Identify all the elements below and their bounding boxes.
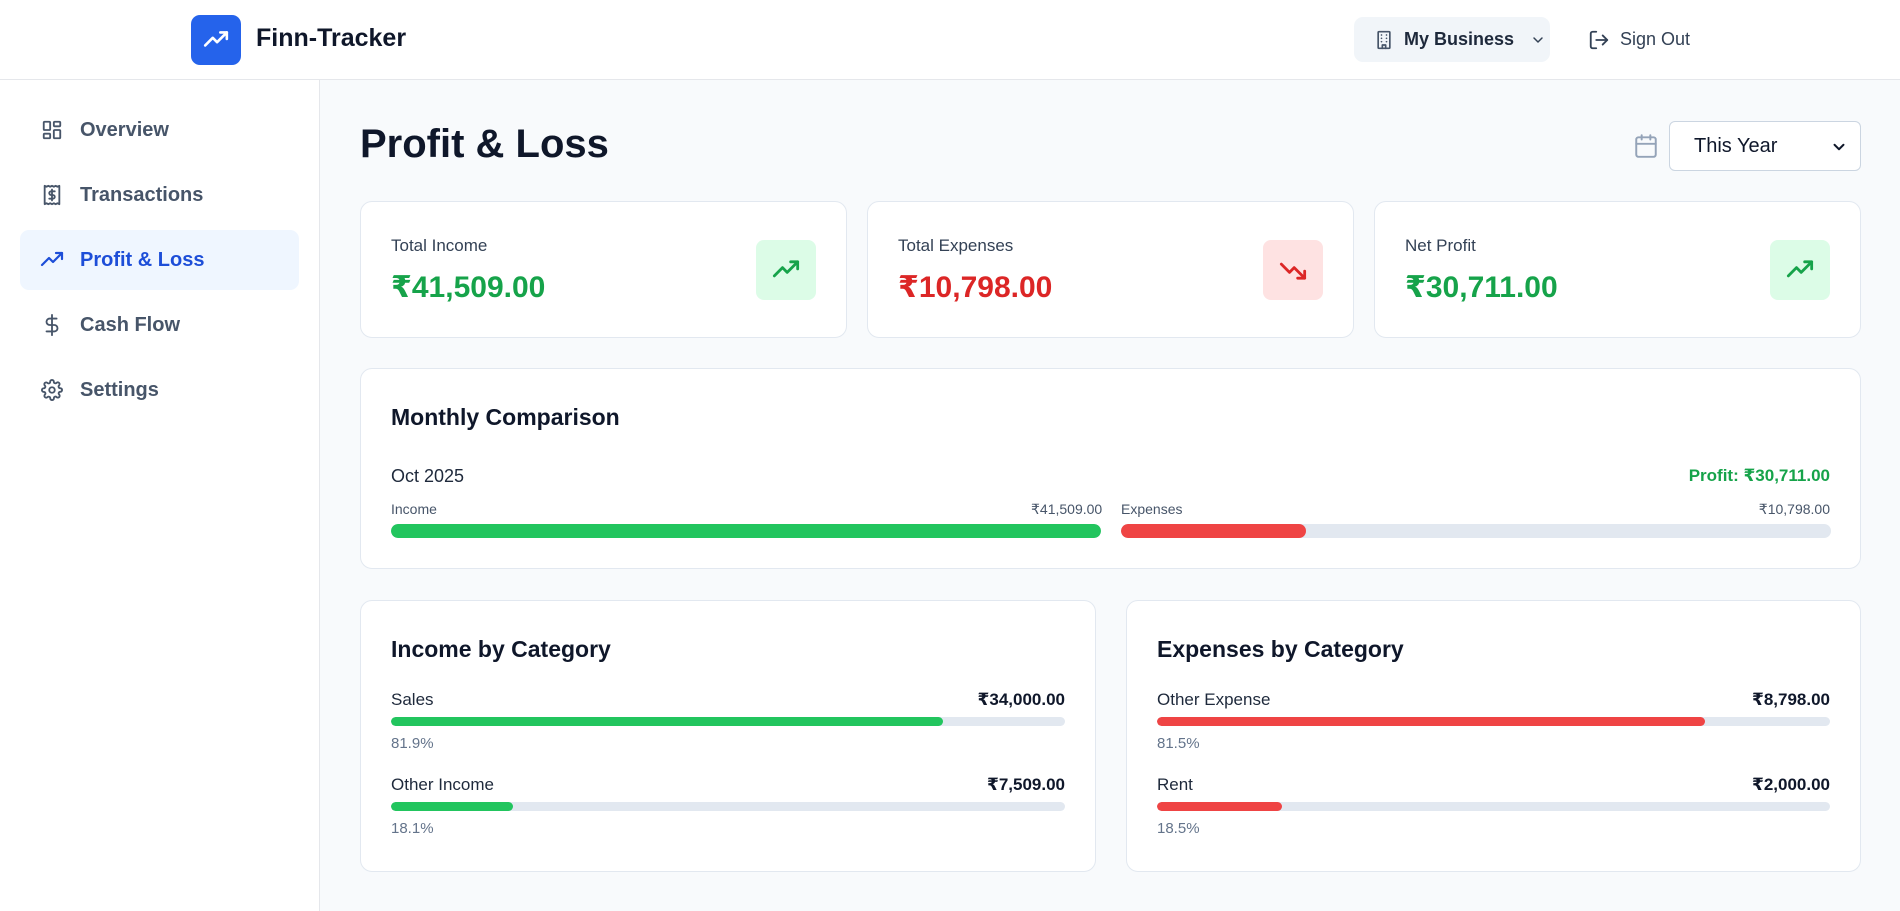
category-bar-fill <box>391 717 943 726</box>
expenses-bar-label: Expenses <box>1121 501 1183 517</box>
sidebar-item-profit-loss[interactable]: Profit & Loss <box>20 230 299 290</box>
logo[interactable] <box>191 15 241 65</box>
stat-value: ₹10,798.00 <box>898 271 1053 304</box>
monthly-comparison-card: Monthly Comparison Oct 2025 Profit: ₹30,… <box>360 368 1861 569</box>
trending-down-icon <box>1263 240 1323 300</box>
income-bar-fill <box>391 524 1101 538</box>
category-percent: 81.9% <box>391 735 434 752</box>
category-amount: ₹34,000.00 <box>977 690 1065 709</box>
top-header: Finn-Tracker My Business Sign Out <box>0 0 1900 80</box>
category-amount: ₹2,000.00 <box>1751 775 1830 794</box>
expenses-bar-fill <box>1121 524 1306 538</box>
sidebar-item-label: Overview <box>80 118 169 141</box>
receipt-icon <box>40 183 64 207</box>
trending-up-icon <box>756 240 816 300</box>
dashboard-icon <box>40 118 64 142</box>
category-bar-track <box>1157 717 1830 726</box>
stat-label: Total Income <box>391 236 488 255</box>
sidebar-item-settings[interactable]: Settings <box>20 360 299 420</box>
section-title: Monthly Comparison <box>391 404 620 430</box>
expenses-bar-amount: ₹10,798.00 <box>1758 501 1830 517</box>
sidebar-item-label: Settings <box>80 378 159 401</box>
category-amount: ₹8,798.00 <box>1751 690 1830 709</box>
category-percent: 81.5% <box>1157 735 1200 752</box>
stat-card-total-income: Total Income ₹41,509.00 <box>360 201 847 338</box>
chevron-down-icon <box>1533 36 1543 43</box>
section-title: Income by Category <box>391 636 611 662</box>
sidebar-item-cash-flow[interactable]: Cash Flow <box>20 295 299 355</box>
period-select[interactable]: This Year <box>1669 121 1861 171</box>
category-percent: 18.1% <box>391 820 434 837</box>
category-bar-fill <box>391 802 513 811</box>
stat-card-total-expenses: Total Expenses ₹10,798.00 <box>867 201 1354 338</box>
income-bar-track <box>391 524 1101 538</box>
trending-up-icon <box>1770 240 1830 300</box>
business-label: My Business <box>1404 29 1515 49</box>
sign-out-label: Sign Out <box>1620 29 1691 49</box>
expenses-bar-track <box>1121 524 1831 538</box>
category-amount: ₹7,509.00 <box>986 775 1065 794</box>
gear-icon <box>40 378 64 402</box>
trending-up-icon <box>203 31 229 47</box>
stat-label: Net Profit <box>1405 236 1476 255</box>
sidebar-item-label: Cash Flow <box>80 313 181 336</box>
category-bar-track <box>391 802 1065 811</box>
category-bar-track <box>1157 802 1830 811</box>
month-label: Oct 2025 <box>391 466 465 486</box>
sidebar-item-transactions[interactable]: Transactions <box>20 165 299 225</box>
app-title: Finn-Tracker <box>256 24 407 52</box>
chevron-down-icon <box>1833 143 1845 151</box>
month-profit: Profit: ₹30,711.00 <box>1688 466 1830 485</box>
logout-icon <box>1589 30 1609 49</box>
period-selected-value: This Year <box>1694 134 1778 157</box>
income-by-category-card: Income by Category Sales ₹34,000.00 81.9… <box>360 600 1096 872</box>
category-name: Rent <box>1157 775 1193 794</box>
category-percent: 18.5% <box>1157 820 1200 837</box>
category-bar-track <box>391 717 1065 726</box>
sidebar-item-label: Transactions <box>80 183 204 206</box>
category-bar-fill <box>1157 717 1706 726</box>
category-bar-fill <box>1157 802 1282 811</box>
stat-label: Total Expenses <box>898 236 1014 255</box>
category-name: Other Expense <box>1157 690 1271 709</box>
section-title: Expenses by Category <box>1157 636 1404 662</box>
income-bar-label: Income <box>391 501 437 517</box>
calendar-icon <box>1635 134 1657 158</box>
stat-value: ₹41,509.00 <box>391 271 546 304</box>
expenses-by-category-card: Expenses by Category Other Expense ₹8,79… <box>1126 600 1861 872</box>
business-switcher-button[interactable]: My Business <box>1354 17 1550 62</box>
category-name: Sales <box>391 690 434 709</box>
page-title: Profit & Loss <box>360 122 609 166</box>
sidebar-item-label: Profit & Loss <box>80 248 205 271</box>
sidebar-item-overview[interactable]: Overview <box>20 100 299 160</box>
dollar-icon <box>40 313 64 337</box>
stat-value: ₹30,711.00 <box>1405 271 1558 304</box>
stat-card-net-profit: Net Profit ₹30,711.00 <box>1374 201 1861 338</box>
building-icon <box>1377 30 1391 49</box>
trending-up-icon <box>40 248 64 272</box>
category-name: Other Income <box>391 775 494 794</box>
income-bar-amount: ₹41,509.00 <box>1031 501 1103 517</box>
sidebar: Overview Transactions Profit & Loss Cash… <box>0 80 320 911</box>
sign-out-button[interactable]: Sign Out <box>1588 17 1690 62</box>
